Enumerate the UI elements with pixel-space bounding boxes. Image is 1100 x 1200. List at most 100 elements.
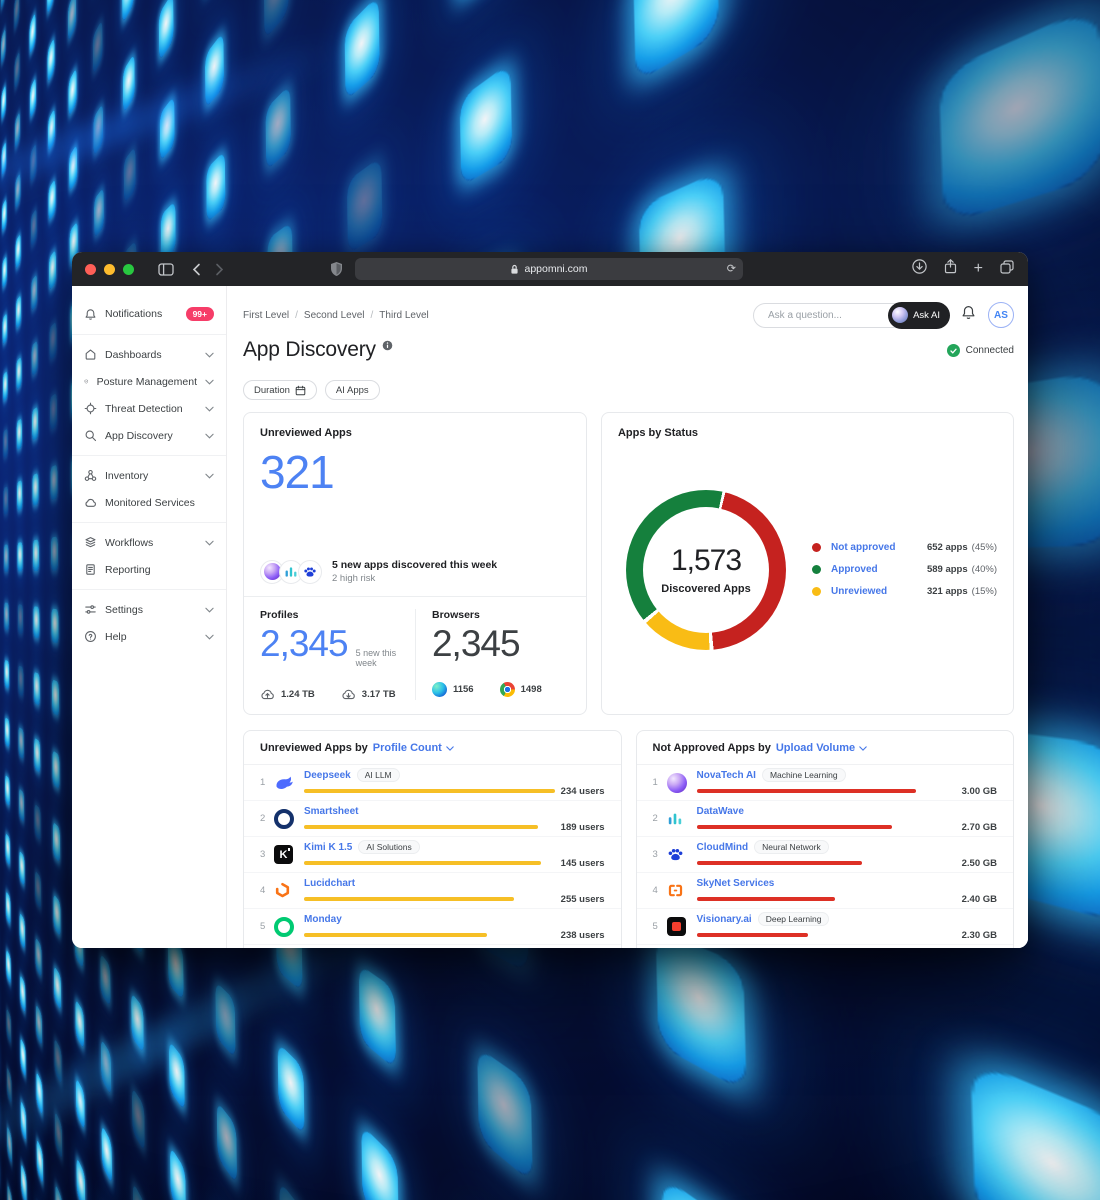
share-icon[interactable] bbox=[944, 259, 957, 279]
profile-count-bar bbox=[304, 789, 555, 793]
breadcrumb: First Level Second Level Third Level bbox=[243, 310, 429, 321]
sidebar-item-app-discovery[interactable]: App Discovery bbox=[72, 422, 226, 449]
sidebar-item-reporting[interactable]: Reporting bbox=[72, 556, 226, 583]
chevron-down-icon bbox=[205, 379, 214, 385]
app-name-link[interactable]: NovaTech AI bbox=[697, 770, 756, 781]
upload-volume-bar bbox=[697, 897, 835, 901]
app-list-row[interactable]: 3 K Kimi K 1.5 AI Solutions 145 users bbox=[244, 837, 621, 873]
profile-count-selector[interactable]: Profile Count bbox=[373, 742, 454, 754]
ask-question-search[interactable]: Ask AI bbox=[753, 303, 949, 328]
tab-overview-icon[interactable] bbox=[1000, 260, 1014, 279]
chevron-down-icon bbox=[446, 746, 454, 751]
app-name-link[interactable]: SkyNet Services bbox=[697, 878, 775, 889]
upload-volume-selector[interactable]: Upload Volume bbox=[776, 742, 867, 754]
sidebar-item-help[interactable]: Help bbox=[72, 623, 226, 650]
chevron-down-icon bbox=[205, 352, 214, 358]
app-list-row[interactable]: 5 Monday 238 users bbox=[244, 909, 621, 945]
app-list-row[interactable]: 5 Visionary.ai Deep Learning 2.30 GB bbox=[637, 909, 1014, 945]
app-name-link[interactable]: Visionary.ai bbox=[697, 914, 752, 925]
sidebar-item-monitored-services[interactable]: Monitored Services bbox=[72, 489, 226, 516]
approved-dot bbox=[812, 565, 821, 574]
sidebar-item-threat-detection[interactable]: Threat Detection bbox=[72, 395, 226, 422]
app-name-link[interactable]: DataWave bbox=[697, 806, 744, 817]
app-list-row-clipped bbox=[637, 945, 1014, 948]
upload-volume-bar bbox=[697, 825, 892, 829]
reload-icon[interactable]: ⟳ bbox=[727, 262, 736, 275]
divider bbox=[72, 455, 226, 456]
sidebar-item-label: Workflows bbox=[105, 537, 197, 549]
legend-label[interactable]: Approved bbox=[831, 564, 919, 575]
forward-icon[interactable] bbox=[215, 263, 224, 276]
breadcrumb-item[interactable]: First Level bbox=[243, 310, 289, 321]
app-list-row[interactable]: 4 Lucidchart 255 users bbox=[244, 873, 621, 909]
downloads-icon[interactable] bbox=[912, 259, 927, 279]
upload-volume-stat: 1.24 TB bbox=[260, 688, 315, 700]
app-name-link[interactable]: Monday bbox=[304, 914, 342, 925]
privacy-shield-icon[interactable] bbox=[330, 261, 343, 282]
sidebar-item-posture-management[interactable]: Posture Management bbox=[72, 368, 226, 395]
visionary-icon bbox=[667, 917, 697, 936]
cloud-download-icon bbox=[341, 688, 356, 700]
sidebar-item-notifications[interactable]: Notifications 99+ bbox=[72, 300, 226, 328]
sidebar-item-label: Inventory bbox=[105, 470, 197, 482]
app-list-row[interactable]: 2 DataWave 2.70 GB bbox=[637, 801, 1014, 837]
sidebar-item-label: Reporting bbox=[105, 564, 214, 576]
back-icon[interactable] bbox=[192, 263, 201, 276]
info-icon[interactable] bbox=[382, 340, 393, 351]
new-tab-icon[interactable]: + bbox=[974, 261, 983, 277]
minimize-button[interactable] bbox=[104, 264, 115, 275]
app-name-link[interactable]: Deepseek bbox=[304, 770, 351, 781]
breadcrumb-item[interactable]: Third Level bbox=[371, 310, 429, 321]
legend-label[interactable]: Unreviewed bbox=[831, 586, 919, 597]
legend-row: Unreviewed 321 apps (15%) bbox=[812, 586, 997, 597]
chevron-down-icon bbox=[205, 473, 214, 479]
app-list-row[interactable]: 1 NovaTech AI Machine Learning 3.00 GB bbox=[637, 765, 1014, 801]
not-approved-dot bbox=[812, 543, 821, 552]
zoom-button[interactable] bbox=[123, 264, 134, 275]
breadcrumb-item[interactable]: Second Level bbox=[295, 310, 364, 321]
duration-filter-chip[interactable]: Duration bbox=[243, 380, 317, 400]
app-name-link[interactable]: Lucidchart bbox=[304, 878, 355, 889]
profile-count-bar bbox=[304, 825, 538, 829]
status-donut-chart[interactable]: 1,573 Discovered Apps bbox=[626, 490, 786, 650]
legend-label[interactable]: Not approved bbox=[831, 542, 919, 553]
chevron-down-icon bbox=[205, 540, 214, 546]
sidebar-item-inventory[interactable]: Inventory bbox=[72, 462, 226, 489]
sidebar-item-label: Help bbox=[105, 631, 197, 643]
dashboards-icon bbox=[84, 348, 97, 361]
ask-ai-button[interactable]: Ask AI bbox=[888, 302, 950, 329]
sidebar: Notifications 99+ Dashboards Posture Man… bbox=[72, 286, 227, 948]
profile-count-bar bbox=[304, 897, 514, 901]
lock-icon bbox=[510, 264, 519, 275]
discovered-apps-total: 1,573 bbox=[671, 544, 741, 578]
close-button[interactable] bbox=[85, 264, 96, 275]
app-list-row[interactable]: 1 Deepseek AI LLM 234 users bbox=[244, 765, 621, 801]
app-list-row[interactable]: 4 SkyNet Services 2.40 GB bbox=[637, 873, 1014, 909]
address-bar[interactable]: appomni.com ⟳ bbox=[355, 258, 743, 280]
sidebar-item-workflows[interactable]: Workflows bbox=[72, 529, 226, 556]
user-avatar[interactable]: AS bbox=[988, 302, 1014, 328]
app-tag: Deep Learning bbox=[758, 912, 830, 926]
ai-apps-filter-chip[interactable]: AI Apps bbox=[325, 380, 380, 400]
app-tag: Neural Network bbox=[754, 840, 829, 854]
new-apps-discovered: 5 new apps discovered this week 2 high r… bbox=[260, 559, 570, 584]
app-name-link[interactable]: Smartsheet bbox=[304, 806, 358, 817]
sidebar-item-label: Dashboards bbox=[105, 349, 197, 361]
notifications-bell-icon[interactable] bbox=[961, 305, 976, 326]
connected-check-icon bbox=[947, 344, 960, 357]
app-list-row[interactable]: 3 CloudMind Neural Network 2.50 GB bbox=[637, 837, 1014, 873]
chrome-browser-stat: 1498 bbox=[500, 682, 542, 697]
sidebar-item-settings[interactable]: Settings bbox=[72, 596, 226, 623]
edge-browser-stat: 1156 bbox=[432, 682, 474, 697]
app-name-link[interactable]: Kimi K 1.5 bbox=[304, 842, 352, 853]
sidebar-toggle-icon[interactable] bbox=[158, 263, 174, 276]
app-name-link[interactable]: CloudMind bbox=[697, 842, 749, 853]
divider bbox=[72, 522, 226, 523]
browsers-section: Browsers 2,345 1156 bbox=[415, 609, 570, 700]
search-input[interactable] bbox=[766, 309, 878, 322]
app-list-row[interactable]: 2 Smartsheet 189 users bbox=[244, 801, 621, 837]
chrome-icon bbox=[500, 682, 515, 697]
sidebar-item-dashboards[interactable]: Dashboards bbox=[72, 341, 226, 368]
cloudmind-paw-icon bbox=[667, 846, 697, 863]
legend-row: Not approved 652 apps (45%) bbox=[812, 542, 997, 553]
